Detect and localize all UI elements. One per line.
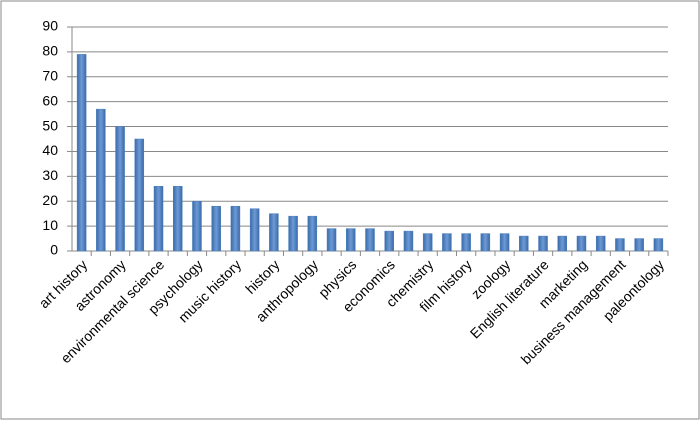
- bar: [76, 54, 87, 252]
- bar: [538, 235, 548, 252]
- bar: [653, 238, 664, 252]
- bar: [595, 235, 606, 252]
- bar: [269, 213, 279, 252]
- bar: [249, 208, 260, 252]
- bar: [307, 215, 318, 252]
- bar: [576, 235, 587, 252]
- bar: [461, 233, 471, 252]
- bar: [499, 233, 510, 252]
- y-tick-label: 90: [42, 18, 58, 34]
- bar: [172, 186, 183, 252]
- bar: [230, 205, 241, 252]
- bar: [557, 235, 568, 252]
- bar: [134, 138, 145, 252]
- bar: [211, 205, 221, 252]
- y-tick-label: 80: [42, 43, 58, 59]
- y-tick-label: 10: [42, 217, 58, 233]
- bar: [346, 228, 356, 252]
- bar: [519, 235, 529, 252]
- bar: [96, 108, 106, 252]
- bar: [192, 200, 202, 252]
- y-tick-label: 70: [42, 67, 58, 83]
- bar: [615, 238, 625, 252]
- bar: [403, 230, 414, 252]
- bar: [384, 230, 394, 252]
- y-tick-label: 50: [42, 117, 58, 133]
- bar: [480, 233, 491, 252]
- bar: [326, 228, 337, 252]
- y-tick-label: 0: [50, 242, 58, 258]
- bar: [115, 126, 125, 252]
- bar: [442, 233, 452, 252]
- y-tick-label: 40: [42, 142, 58, 158]
- bar: [634, 238, 644, 252]
- y-tick-label: 30: [42, 167, 58, 183]
- bar: [153, 186, 164, 252]
- bar: [365, 228, 375, 252]
- bar: [422, 233, 433, 252]
- bar: [288, 215, 298, 252]
- y-tick-label: 20: [42, 192, 58, 208]
- y-tick-label: 60: [42, 92, 58, 108]
